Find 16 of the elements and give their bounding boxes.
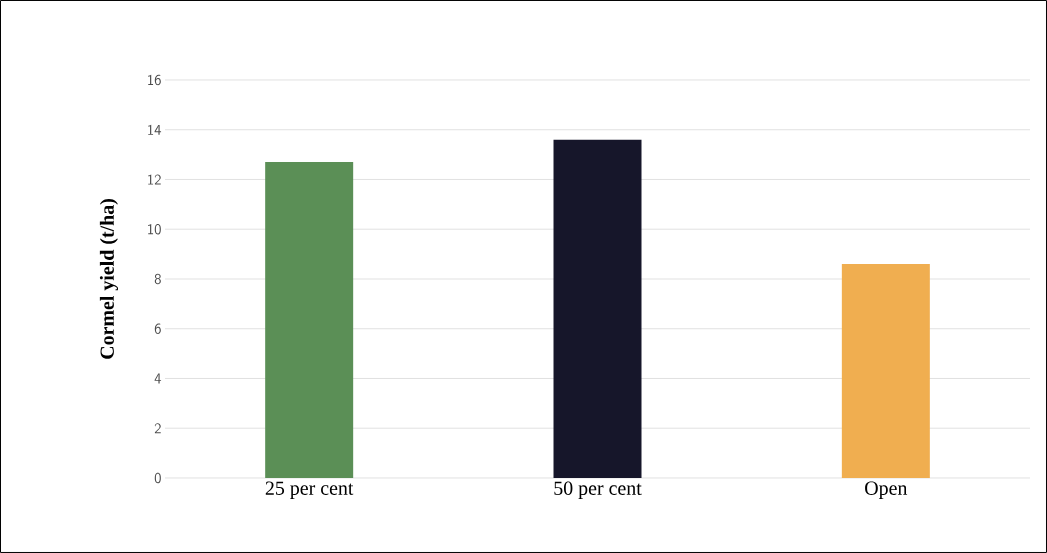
- y-tick-label: 0: [154, 472, 161, 484]
- bar: [553, 139, 642, 478]
- y-axis-title: Cormel yield (t/ha): [99, 199, 118, 359]
- x-tick-label: Open: [865, 481, 908, 499]
- y-tick-label: 8: [154, 273, 161, 285]
- y-tick-label: 12: [148, 174, 161, 185]
- bar: [841, 264, 930, 478]
- bar: [265, 162, 354, 478]
- x-tick-label: 50 per cent: [554, 481, 642, 499]
- x-tick-label: 25 per cent: [265, 481, 354, 499]
- y-tick-label: 14: [148, 124, 162, 135]
- y-tick-label: 2: [154, 423, 161, 434]
- y-tick-label: 6: [154, 323, 161, 334]
- y-tick-label: 4: [154, 373, 162, 384]
- y-tick-label: 16: [148, 74, 161, 86]
- y-tick-label: 10: [148, 224, 161, 235]
